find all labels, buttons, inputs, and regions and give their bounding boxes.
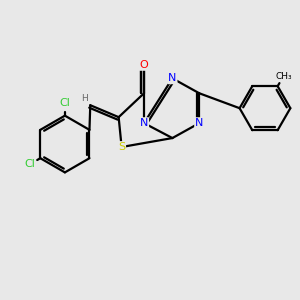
Text: N: N [195, 118, 203, 128]
Text: S: S [118, 142, 125, 152]
Text: H: H [82, 94, 88, 103]
Text: N: N [168, 73, 177, 83]
Text: O: O [140, 60, 148, 70]
Text: CH₃: CH₃ [275, 72, 292, 81]
Text: Cl: Cl [59, 98, 70, 108]
Text: N: N [140, 118, 148, 128]
Text: Cl: Cl [24, 160, 35, 170]
